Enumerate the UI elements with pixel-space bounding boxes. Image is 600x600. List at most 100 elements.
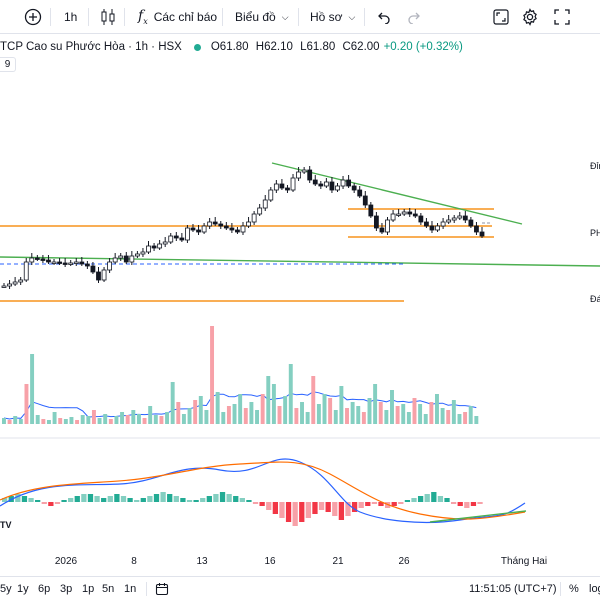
top-toolbar: 1h fx Các chỉ báo Biểu đồ ⌵ Hồ sơ ⌵	[0, 0, 600, 34]
volume-bar	[153, 415, 158, 424]
peak-label: Đỉn	[590, 161, 600, 171]
volume-bar	[136, 414, 141, 424]
volume-bar	[108, 419, 113, 424]
price-chart[interactable]	[0, 34, 600, 574]
volume-bar	[193, 400, 198, 424]
range-3m-button[interactable]: 3p	[60, 583, 73, 595]
volume-bar	[58, 418, 63, 424]
volume-bar	[283, 396, 288, 424]
log-scale-toggle[interactable]: log	[589, 583, 600, 595]
toolbar-separator	[298, 8, 299, 26]
candle-body	[190, 227, 196, 231]
histogram-bar	[378, 502, 384, 506]
candle-body	[168, 235, 174, 243]
indicator-legend-toggle[interactable]: 9	[0, 57, 16, 72]
histogram-bar	[246, 500, 252, 502]
fullscreen-button[interactable]	[492, 0, 510, 34]
chart-type-button[interactable]: Biểu đồ ⌵	[235, 0, 289, 34]
histogram-bar	[345, 502, 351, 516]
volume-bars	[2, 326, 479, 424]
open-value: O61.80	[210, 41, 249, 53]
volume-bar	[243, 408, 248, 424]
time-axis[interactable]: 2026 8 13 16 21 26 Tháng Hai	[0, 552, 600, 572]
histogram-bar	[391, 502, 397, 506]
histogram-bar	[28, 498, 34, 502]
candle-body	[362, 195, 368, 206]
redo-button[interactable]	[407, 0, 421, 34]
volume-bar	[103, 414, 108, 424]
volume-bar	[277, 406, 282, 424]
range-6m-button[interactable]: 6p	[38, 583, 51, 595]
histogram-bar	[358, 502, 364, 508]
macd-histogram	[2, 492, 483, 526]
histogram-bar	[351, 502, 358, 512]
function-icon: fx	[138, 8, 148, 26]
add-symbol-button[interactable]	[24, 0, 42, 34]
histogram-bar	[305, 502, 312, 518]
volume-bar	[463, 412, 468, 424]
symbol-legend[interactable]: TCP Cao su Phước Hòa · 1h · HSX O61.80 H…	[0, 38, 463, 56]
indicators-button[interactable]: fx Các chỉ báo	[138, 0, 217, 34]
time-tick: 8	[131, 556, 137, 567]
volume-bar	[316, 404, 321, 424]
long-trendline	[0, 256, 600, 267]
range-5y-button[interactable]: 5y	[0, 583, 12, 595]
candle-body	[285, 187, 290, 191]
volume-bar	[2, 418, 6, 424]
candle-body	[23, 261, 29, 281]
settings-button[interactable]	[521, 0, 539, 34]
candle-body	[312, 179, 318, 185]
candlesticks	[1, 166, 485, 289]
toolbar-separator	[124, 8, 125, 26]
candle-body	[101, 269, 107, 281]
volume-bar	[356, 406, 361, 424]
candle-body	[57, 261, 62, 264]
candle-body	[368, 204, 374, 217]
volume-bar	[300, 402, 304, 424]
symbol-title[interactable]: TCP Cao su Phước Hòa · 1h · HSX	[0, 41, 182, 53]
range-1d-button[interactable]: 1n	[124, 583, 137, 595]
time-tick: 2026	[54, 556, 78, 567]
histogram-bar	[424, 494, 430, 502]
chart-style-button[interactable]	[100, 0, 116, 34]
histogram-bar	[338, 502, 345, 520]
histogram-bar	[186, 500, 193, 502]
candle-body	[7, 283, 12, 287]
histogram-bar	[398, 502, 404, 504]
interval-button[interactable]: 1h	[64, 0, 77, 34]
histogram-bar	[325, 502, 331, 512]
clock-display[interactable]: 11:51:05 (UTC+7)	[469, 583, 557, 595]
candle-body	[462, 215, 468, 221]
screenshot-button[interactable]	[553, 0, 571, 34]
tradingview-logo: TV	[0, 520, 12, 530]
toolbar-separator	[146, 582, 147, 596]
histogram-bar	[437, 496, 444, 502]
volume-bar	[204, 410, 209, 424]
histogram-bar	[68, 498, 74, 502]
range-1y-button[interactable]: 1y	[17, 583, 29, 595]
histogram-bar	[464, 502, 470, 508]
profile-button[interactable]: Hồ sơ ⌵	[310, 0, 355, 34]
histogram-bar	[81, 494, 87, 502]
histogram-bar	[470, 502, 477, 506]
toolbar-separator	[50, 8, 51, 26]
candle-body	[112, 257, 118, 263]
histogram-bar	[266, 502, 272, 510]
range-5d-button[interactable]: 5n	[102, 583, 115, 595]
undo-button[interactable]	[377, 0, 391, 34]
percent-scale-toggle[interactable]: %	[569, 583, 579, 595]
volume-bar	[80, 415, 85, 424]
chevron-down-icon: ⌵	[281, 11, 289, 22]
range-1m-button[interactable]: 1p	[82, 583, 95, 595]
candle-body	[418, 215, 424, 223]
candle-body	[1, 285, 7, 288]
volume-bar	[435, 394, 439, 424]
volume-bar	[159, 416, 164, 424]
date-range-button[interactable]	[155, 577, 169, 600]
volume-bar	[181, 414, 186, 424]
volume-bar	[378, 402, 383, 424]
volume-bar	[69, 417, 74, 424]
volume-bar	[41, 419, 46, 424]
histogram-bar	[332, 502, 338, 516]
histogram-bar	[457, 502, 463, 506]
